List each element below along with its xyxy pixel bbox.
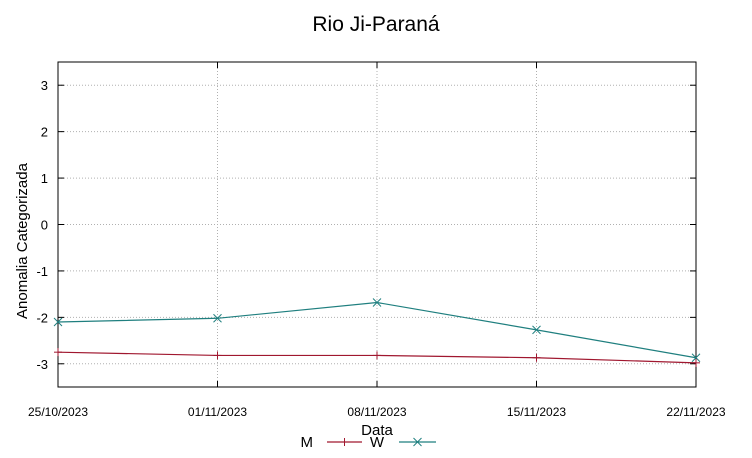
chart-title: Rio Ji-Paraná — [312, 13, 440, 36]
legend-marker-m — [340, 438, 349, 446]
y-axis-label: Anomalia Categorizada — [14, 162, 31, 319]
legend-label-m: M — [301, 434, 314, 451]
data-point-w — [372, 298, 382, 307]
grid-lines — [58, 62, 696, 387]
data-point-m — [373, 351, 381, 360]
data-point-w — [213, 313, 222, 323]
x-tick-label: 01/11/2023 — [188, 405, 247, 419]
legend-label-w: W — [370, 434, 385, 451]
y-tick-label: 0 — [41, 218, 48, 233]
y-tick-label: 2 — [41, 125, 48, 140]
data-point-w — [532, 325, 541, 335]
data-point-w — [53, 317, 63, 327]
x-tick-label: 08/11/2023 — [347, 405, 406, 419]
series-line-w — [57, 301, 697, 359]
x-tick-label: 15/11/2023 — [507, 405, 566, 419]
y-tick-label: 1 — [41, 171, 48, 186]
data-point-w — [691, 353, 701, 363]
marker-stroke — [413, 437, 422, 447]
data-point-m — [213, 351, 222, 360]
marker-stroke — [213, 313, 222, 323]
y-tick-label: -3 — [36, 357, 48, 372]
x-tick-label: 22/11/2023 — [666, 405, 725, 419]
marker-stroke — [372, 298, 382, 307]
y-ticks: 3 2 1 0 -1 -2 -3 — [36, 78, 696, 372]
x-tick-label: 25/10/2023 — [28, 405, 88, 419]
series — [53, 298, 701, 367]
data-point-m — [54, 348, 62, 357]
marker-stroke — [532, 325, 541, 335]
data-point-m — [692, 358, 700, 367]
y-tick-label: 3 — [41, 78, 48, 93]
y-tick-label: -1 — [36, 264, 48, 279]
x-axis-label: Data — [361, 422, 393, 439]
y-tick-label: -2 — [36, 310, 48, 325]
legend-marker-w — [413, 437, 422, 447]
marker-stroke — [691, 353, 701, 363]
x-ticks: 25/10/2023 01/11/2023 08/11/2023 15/11/2023… — [28, 62, 726, 419]
data-point-m — [532, 353, 541, 362]
marker-stroke — [53, 317, 63, 327]
